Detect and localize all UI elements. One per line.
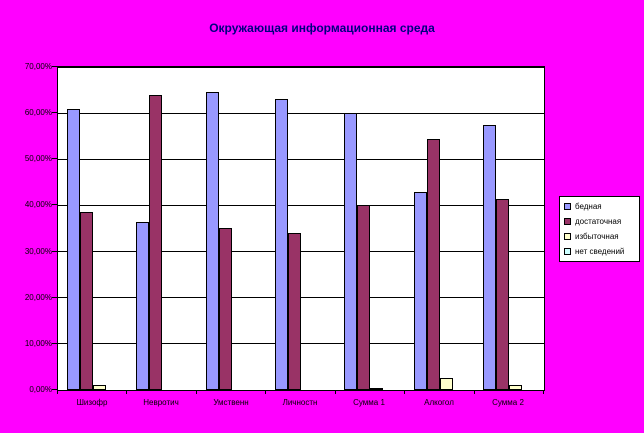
y-axis-label: 50,00%	[24, 154, 52, 164]
x-axis-tick	[196, 390, 197, 394]
y-axis-label: 0,00%	[29, 385, 52, 394]
bar-достаточная-Невротич	[149, 95, 162, 390]
x-axis-tick	[265, 390, 266, 394]
bar-бедная-Умственн	[206, 92, 219, 390]
gridline	[58, 112, 544, 114]
bar-бедная-Невротич	[136, 222, 149, 390]
y-axis-tick	[52, 112, 57, 114]
gridline	[58, 251, 544, 253]
bar-достаточная-Алкогол	[427, 139, 440, 390]
x-axis-tick	[126, 390, 127, 394]
x-axis-category-label: Сумма 1	[353, 398, 385, 407]
chart-title: Окружающая информационная среда	[209, 21, 435, 35]
legend-label: бедная	[575, 202, 602, 211]
y-axis-tick	[52, 296, 57, 298]
x-axis-category-label: Сумма 2	[492, 398, 524, 407]
gridline	[58, 343, 544, 345]
x-axis-category-label: Личностн	[282, 398, 318, 407]
gridline	[58, 66, 544, 68]
x-axis-category-label: Умственн	[213, 398, 249, 407]
bar-избыточная-Шизофр	[93, 385, 106, 390]
legend-swatch-icon	[564, 233, 571, 240]
bar-бедная-Личностн	[275, 99, 288, 390]
bar-достаточная-Сумма 1	[357, 205, 370, 390]
legend-label: достаточная	[575, 217, 622, 226]
bar-избыточная-Сумма 1	[370, 388, 383, 390]
x-axis-tick	[543, 390, 544, 394]
y-axis-tick	[52, 204, 57, 206]
bar-бедная-Сумма 2	[483, 125, 496, 390]
y-axis-label: 30,00%	[24, 246, 52, 256]
bar-достаточная-Умственн	[219, 228, 232, 390]
bar-достаточная-Личностн	[288, 233, 301, 390]
plot-area	[57, 66, 545, 391]
legend-label: избыточная	[575, 232, 619, 241]
y-axis-tick	[52, 342, 57, 344]
y-axis-tick	[52, 158, 57, 160]
legend-item: бедная	[564, 202, 635, 211]
bar-достаточная-Сумма 2	[496, 199, 509, 390]
gridline	[58, 204, 544, 206]
legend-swatch-icon	[564, 248, 571, 255]
bar-бедная-Сумма 1	[344, 113, 357, 390]
y-axis-label: 70,00%	[24, 62, 52, 71]
legend-item: достаточная	[564, 217, 635, 226]
bar-избыточная-Алкогол	[440, 378, 453, 390]
legend-item: нет сведений	[564, 247, 635, 256]
legend-swatch-icon	[564, 218, 571, 225]
gridline	[58, 297, 544, 299]
y-axis-tick	[52, 389, 57, 390]
x-axis-tick	[335, 390, 336, 394]
legend-swatch-icon	[564, 203, 571, 210]
x-axis-category-label: Невротич	[143, 398, 179, 407]
y-axis-label: 40,00%	[24, 200, 52, 210]
x-axis-category-label: Шизофр	[76, 398, 108, 407]
y-axis-tick	[52, 66, 57, 67]
x-axis-tick	[57, 390, 58, 394]
y-axis-tick	[52, 250, 57, 252]
bar-бедная-Алкогол	[414, 192, 427, 390]
gridline	[58, 158, 544, 160]
bar-избыточная-Сумма 2	[509, 385, 522, 390]
legend-label: нет сведений	[575, 247, 625, 256]
y-axis-label: 10,00%	[24, 338, 52, 348]
y-axis-label: 20,00%	[24, 292, 52, 302]
bar-достаточная-Шизофр	[80, 212, 93, 390]
bar-бедная-Шизофр	[67, 109, 80, 390]
x-axis-category-label: Алкогол	[424, 398, 454, 407]
x-axis-tick	[474, 390, 475, 394]
x-axis-tick	[404, 390, 405, 394]
legend: бедная достаточная избыточная нет сведений	[559, 196, 640, 262]
y-axis-label: 60,00%	[24, 108, 52, 118]
legend-item: избыточная	[564, 232, 635, 241]
